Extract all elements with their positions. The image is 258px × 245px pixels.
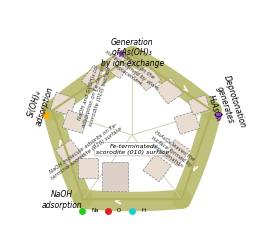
Bar — [155, 77, 183, 104]
Text: Fe-terminated
scorodite (010) surface: Fe-terminated scorodite (010) surface — [95, 144, 169, 155]
Bar — [102, 162, 128, 191]
Text: H: H — [141, 208, 145, 213]
Bar — [143, 155, 172, 182]
Bar — [188, 95, 210, 115]
Text: Generation
of As(OH)₃
by ion exchange: Generation of As(OH)₃ by ion exchange — [101, 38, 164, 68]
Bar — [104, 52, 132, 79]
Text: H₃AsO₄ leaves the
surface formed by
deprotonation: H₃AsO₄ leaves the surface formed by depr… — [146, 130, 196, 172]
Text: Deprotonation
generates
H₃AsO₄: Deprotonation generates H₃AsO₄ — [202, 74, 247, 136]
Bar — [81, 65, 109, 92]
Text: Si(OH)₄
adsorption: Si(OH)₄ adsorption — [24, 83, 55, 127]
Bar — [174, 111, 200, 134]
Bar — [162, 140, 190, 166]
Bar — [133, 64, 161, 91]
Text: NaOH
adsorption: NaOH adsorption — [42, 190, 83, 210]
Text: O: O — [117, 208, 122, 213]
Text: NaOH molecule adsorbs on Fe-
terminal scorodite (010) surface: NaOH molecule adsorbs on Fe- terminal sc… — [47, 121, 124, 181]
Bar — [55, 140, 83, 166]
Bar — [78, 158, 98, 178]
Bar — [62, 110, 88, 134]
Text: Na: Na — [91, 208, 99, 213]
Text: As(OH)₃ is on the
surface formed by atom
replacement: As(OH)₃ is on the surface formed by atom… — [100, 44, 163, 96]
Bar — [50, 92, 76, 115]
Text: NaOH and Si(OH)₄ co-
adsorption on Fe-terminal
scorodite (010) surface: NaOH and Si(OH)₄ co- adsorption on Fe-te… — [75, 59, 113, 130]
